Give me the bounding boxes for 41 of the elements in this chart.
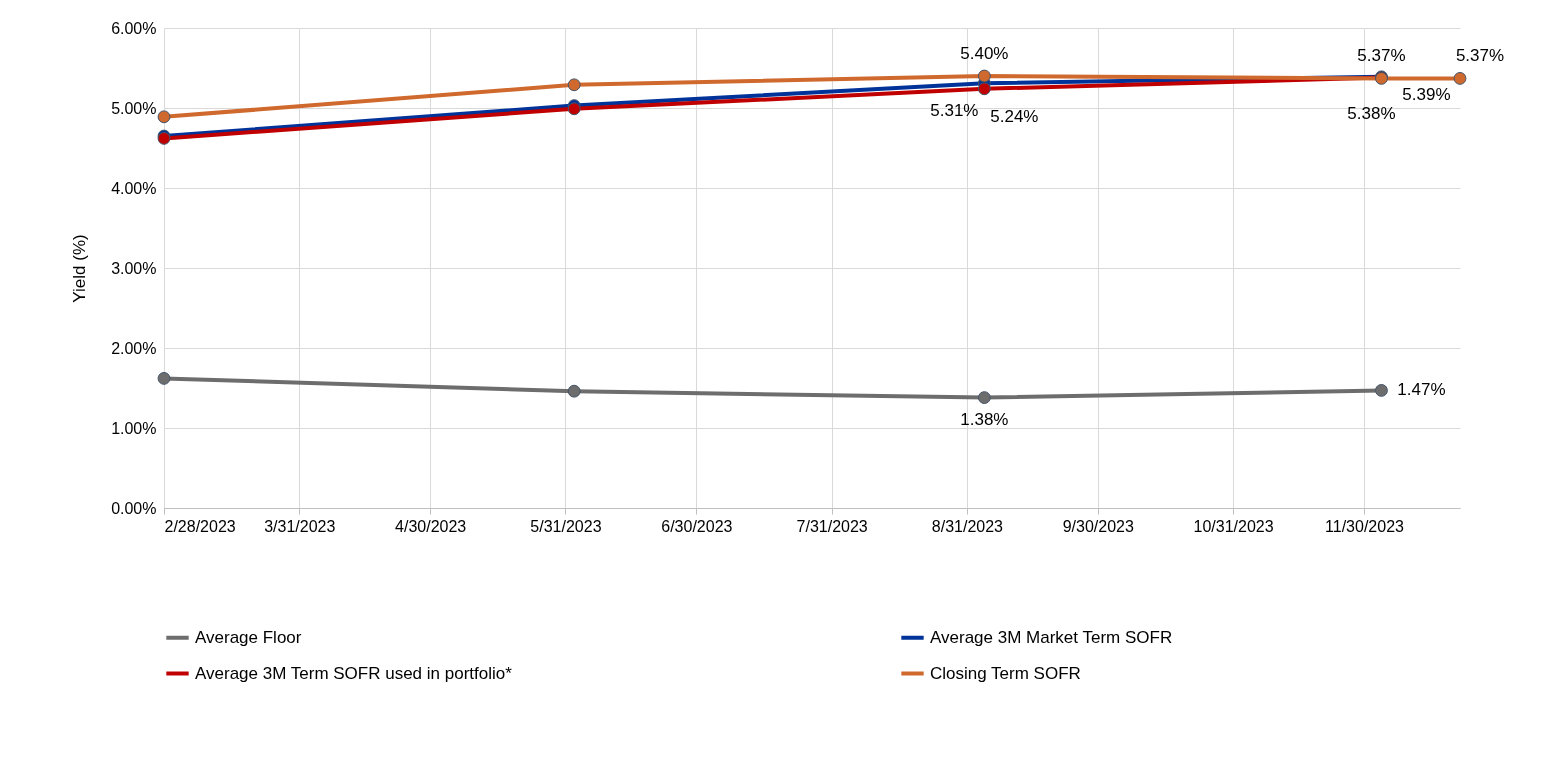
legend-label: Average Floor	[195, 627, 302, 647]
legend-label: Average 3M Term SOFR used in portfolio*	[195, 663, 513, 683]
point	[977, 69, 991, 83]
point	[157, 110, 171, 124]
data-label: 5.39%	[1402, 84, 1451, 104]
data-label: 1.38%	[960, 409, 1009, 429]
x-tick-label: 6/30/2023	[661, 517, 733, 535]
data-label: 5.37%	[1455, 46, 1505, 66]
point	[567, 78, 581, 92]
point	[157, 372, 171, 385]
y-tick-label: 6.00%	[111, 19, 157, 37]
y-tick-label: 0.00%	[111, 499, 157, 517]
x-tick-label: 9/30/2023	[1062, 517, 1135, 535]
data-label: 1.47%	[1397, 380, 1446, 400]
y-tick-label: 5.00%	[111, 99, 157, 117]
x-tick-label: 7/31/2023	[796, 517, 868, 535]
y-tick-label: 4.00%	[111, 179, 157, 197]
point	[567, 102, 581, 116]
x-tick-label: 2/28/2023	[164, 517, 236, 535]
x-tick-label: 8/31/2023	[931, 517, 1004, 535]
y-tick-label: 2.00%	[111, 339, 157, 357]
x-tick-label: 5/31/2023	[530, 517, 602, 535]
point	[977, 82, 991, 96]
data-label: 5.24%	[990, 106, 1039, 126]
data-label: 5.40%	[960, 44, 1009, 63]
data-label: 5.38%	[1347, 103, 1396, 123]
x-tick-label: 3/31/2023	[264, 517, 336, 535]
y-axis-title: Yield (%)	[70, 234, 90, 303]
y-tick-label: 3.00%	[111, 259, 157, 277]
point	[1453, 72, 1467, 85]
point	[567, 384, 581, 398]
point	[1375, 384, 1388, 397]
y-tick-label: 1.00%	[111, 419, 157, 437]
data-label: 5.31%	[930, 101, 979, 121]
x-tick-label: 11/30/2023	[1325, 517, 1405, 535]
data-label: 5.37%	[1357, 46, 1406, 66]
x-tick-label: 4/30/2023	[395, 517, 467, 535]
legend-label: Average 3M Market Term SOFR	[930, 627, 1173, 647]
point	[977, 391, 991, 404]
legend-label: Closing Term SOFR	[930, 663, 1081, 683]
x-tick-label: 10/31/2023	[1193, 517, 1274, 535]
